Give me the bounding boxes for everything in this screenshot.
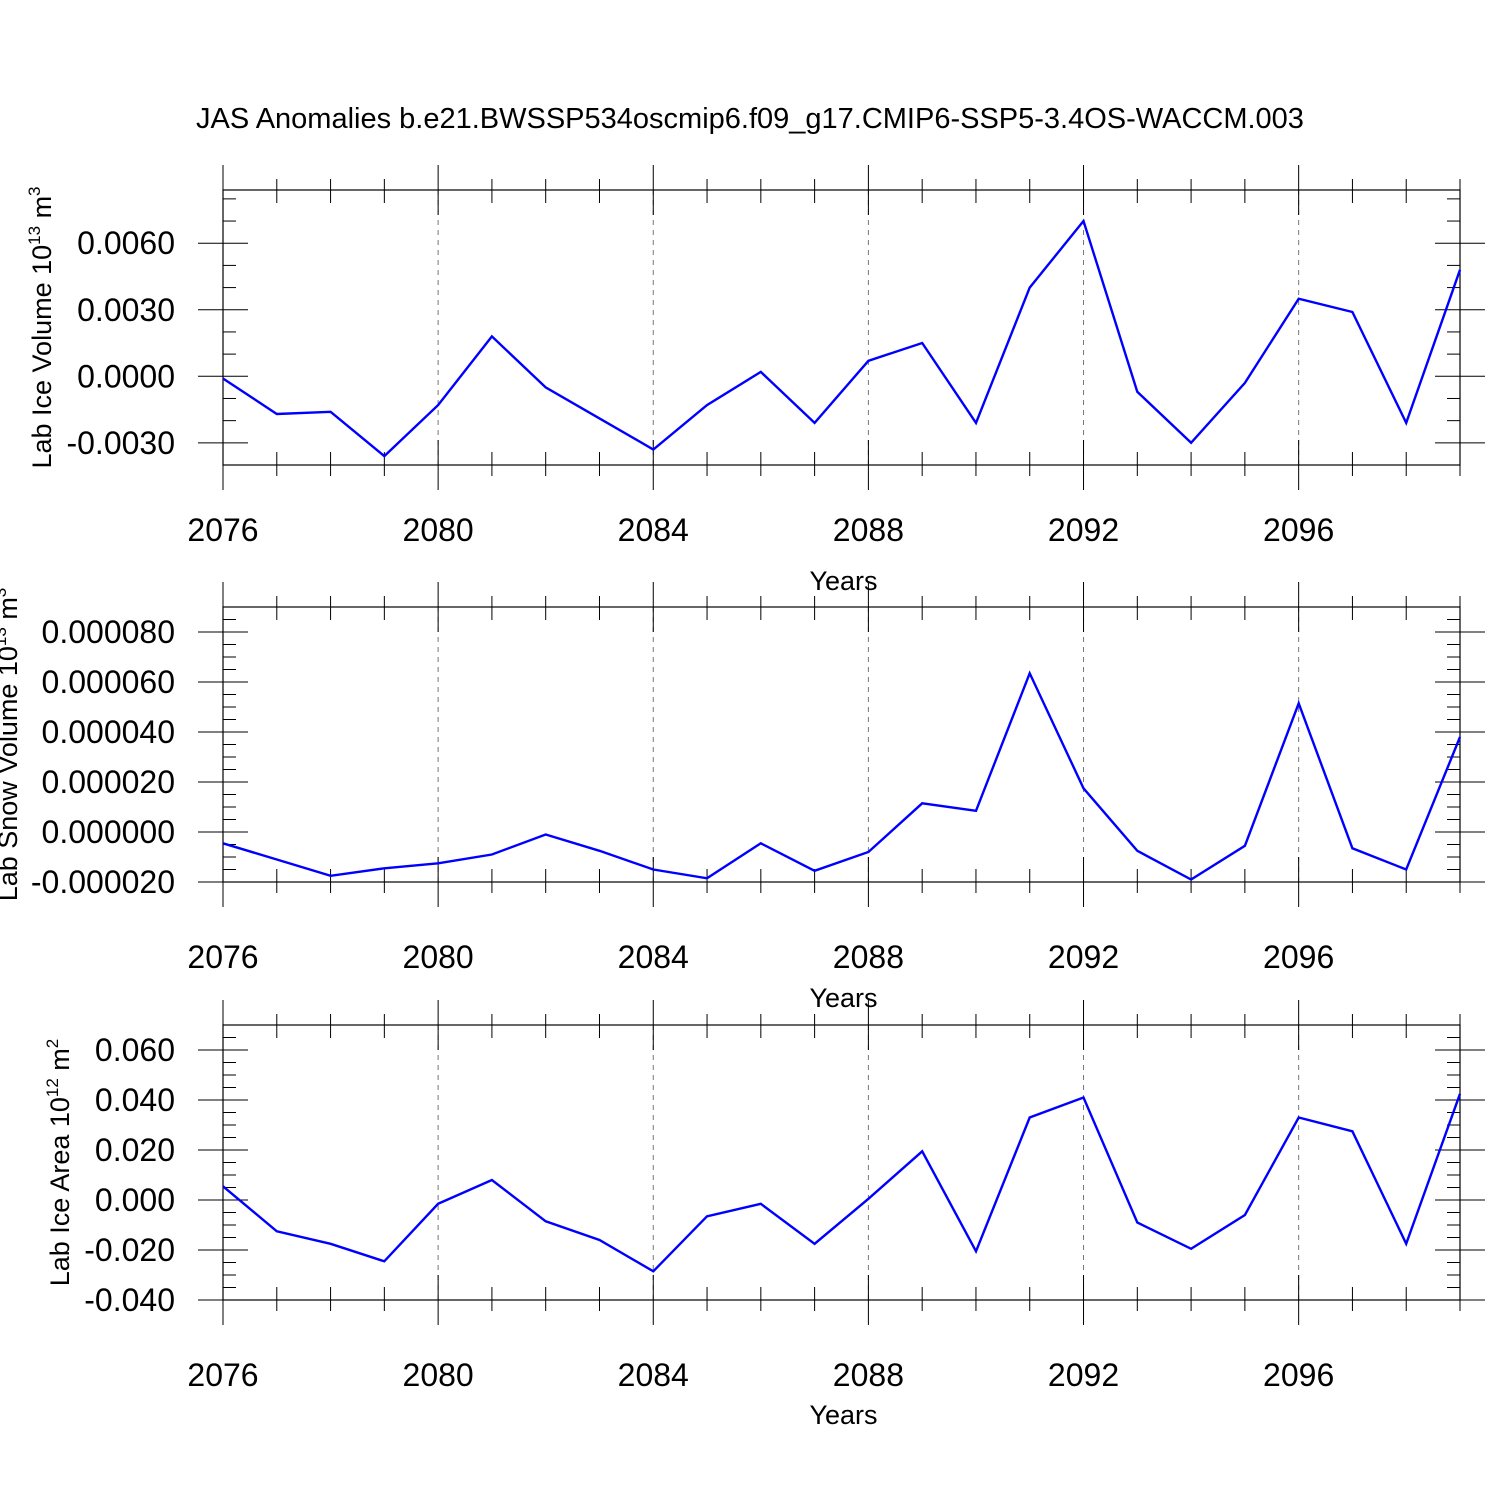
y-tick-label: -0.040 (84, 1282, 175, 1318)
y-axis-title: Lab Ice Area 1012 m2 (43, 1039, 75, 1287)
panel-lab-ice-area: -0.040 -0.020 0.000 0.020 0.040 0.060 2076 2080… (43, 1000, 1485, 1430)
y-tick-label: 0.000080 (42, 614, 175, 650)
x-tick-label: 2088 (833, 1357, 904, 1393)
panel-lab-ice-volume: -0.0030 0.0000 0.0030 0.0060 2076 2080 2084 208… (25, 165, 1485, 596)
y-tick-label: -0.0030 (66, 425, 175, 461)
y-tick-label: 0.000060 (42, 664, 175, 700)
x-axis-title: Years (809, 1400, 877, 1430)
y-tick-label: 0.040 (95, 1082, 175, 1118)
x-tick-label: 2080 (403, 939, 474, 975)
y-tick-label: 0.000040 (42, 714, 175, 750)
x-tick-label: 2096 (1263, 939, 1334, 975)
y-tick-label: 0.000000 (42, 814, 175, 850)
x-tick-label: 2080 (403, 512, 474, 548)
x-tick-label: 2096 (1263, 1357, 1334, 1393)
x-axis-title: Years (809, 983, 877, 1013)
y-tick-label: 0.060 (95, 1032, 175, 1068)
x-axis-title: Years (809, 566, 877, 596)
y-tick-label: 0.000 (95, 1182, 175, 1218)
y-tick-label: 0.0000 (77, 358, 175, 394)
x-tick-label: 2076 (187, 512, 258, 548)
series-line (222, 670, 1462, 881)
x-tick-label: 2088 (833, 512, 904, 548)
y-tick-label: 0.020 (95, 1132, 175, 1168)
figure-title: JAS Anomalies b.e21.BWSSP534oscmip6.f09_… (196, 103, 1304, 135)
x-tick-label: 2076 (187, 1357, 258, 1393)
series-line (222, 1093, 1462, 1273)
x-tick-label: 2080 (403, 1357, 474, 1393)
x-tick-label: 2084 (618, 1357, 689, 1393)
x-tick-label: 2092 (1048, 512, 1119, 548)
x-tick-label: 2092 (1048, 1357, 1119, 1393)
x-tick-label: 2084 (618, 512, 689, 548)
y-tick-label: -0.020 (84, 1232, 175, 1268)
y-tick-label: -0.000020 (31, 864, 175, 900)
x-tick-label: 2096 (1263, 512, 1334, 548)
y-tick-label: 0.000020 (42, 764, 175, 800)
series-line (222, 218, 1462, 458)
y-tick-label: 0.0060 (77, 225, 175, 261)
y-tick-label: 0.0030 (77, 292, 175, 328)
plot-frame (222, 189, 1461, 466)
x-tick-label: 2076 (187, 939, 258, 975)
panel-lab-snow-volume: -0.000020 0.000000 0.000020 0.000040 0.00006… (0, 582, 1485, 1013)
x-tick-label: 2084 (618, 939, 689, 975)
plot-frame (222, 606, 1461, 883)
x-tick-label: 2088 (833, 939, 904, 975)
x-tick-label: 2092 (1048, 939, 1119, 975)
y-axis-title: Lab Ice Volume 1013 m3 (25, 186, 57, 468)
y-axis-title: Lab Snow Volume 1013 m3 (0, 588, 23, 902)
